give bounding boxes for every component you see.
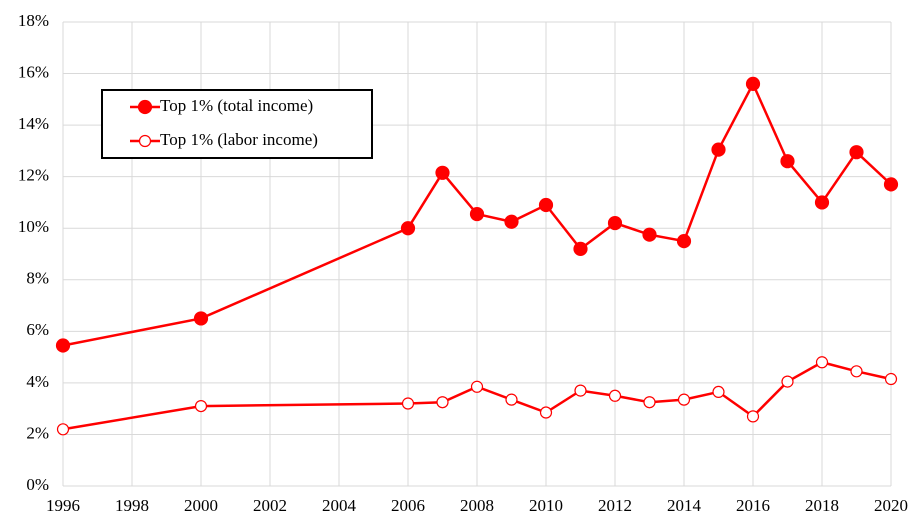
x-tick-label: 2020 — [874, 496, 908, 515]
y-tick-label: 12% — [18, 166, 49, 185]
x-tick-label: 2010 — [529, 496, 563, 515]
y-tick-label: 10% — [18, 217, 49, 236]
data-point — [470, 380, 484, 393]
x-tick-label: 2000 — [184, 496, 218, 515]
x-tick-label: 2004 — [322, 496, 357, 515]
data-point — [608, 389, 622, 402]
x-tick-label: 2002 — [253, 496, 287, 515]
data-point — [884, 372, 898, 386]
y-tick-label: 2% — [26, 423, 49, 442]
data-point — [193, 311, 209, 326]
y-tick-label: 0% — [26, 475, 49, 494]
legend: Top 1% (total income) Top 1% (labor incom… — [101, 89, 373, 159]
legend-label: Top 1% (labor income) — [160, 130, 318, 149]
data-point — [814, 195, 830, 210]
y-tick-label: 8% — [26, 269, 49, 288]
y-tick-label: 14% — [18, 114, 49, 133]
y-tick-label: 4% — [26, 372, 49, 391]
data-point — [435, 165, 450, 180]
data-point — [849, 145, 864, 160]
x-tick-label: 2006 — [391, 496, 425, 515]
data-point — [401, 397, 415, 410]
data-point — [607, 215, 623, 231]
x-tick-label: 2008 — [460, 496, 494, 515]
data-point — [815, 356, 829, 369]
data-point — [573, 241, 588, 256]
data-point — [55, 338, 71, 353]
x-tick-label: 1998 — [115, 496, 149, 515]
data-point — [504, 214, 519, 229]
data-point — [56, 423, 70, 436]
x-tick-label: 1996 — [46, 496, 80, 515]
x-tick-label: 2012 — [598, 496, 632, 515]
data-point — [746, 410, 760, 423]
x-tick-label: 2018 — [805, 496, 839, 515]
data-point — [194, 399, 208, 413]
data-point — [574, 384, 587, 397]
y-tick-label: 16% — [18, 62, 49, 81]
data-point — [712, 385, 725, 399]
data-point — [850, 365, 863, 378]
legend-marker — [138, 134, 152, 148]
data-point — [711, 142, 726, 157]
data-point — [883, 177, 899, 192]
data-point — [642, 227, 657, 242]
y-tick-label: 18% — [18, 11, 49, 30]
data-point — [676, 234, 692, 249]
y-tick-label: 6% — [26, 320, 49, 339]
data-point — [677, 393, 691, 406]
data-point — [745, 76, 761, 91]
data-point — [781, 375, 794, 388]
data-point — [400, 221, 416, 236]
legend-marker — [137, 99, 153, 115]
data-point — [643, 396, 656, 409]
legend-label: Top 1% (total income) — [160, 96, 313, 115]
x-tick-label: 2014 — [667, 496, 702, 515]
data-point — [469, 206, 485, 222]
data-point — [505, 393, 518, 406]
x-tick-label: 2016 — [736, 496, 770, 515]
data-point — [538, 197, 554, 213]
data-point — [780, 154, 795, 169]
data-point — [539, 406, 553, 419]
data-point — [436, 396, 449, 409]
